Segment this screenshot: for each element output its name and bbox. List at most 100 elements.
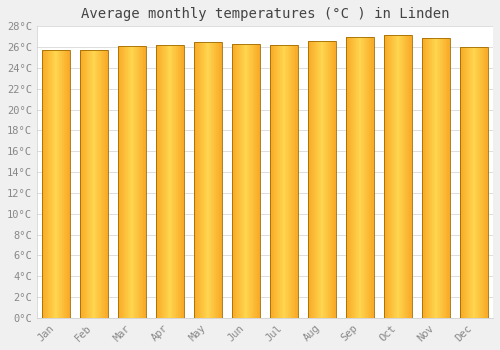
Bar xyxy=(411,35,412,318)
Bar xyxy=(385,35,386,318)
Bar xyxy=(335,41,336,318)
Bar xyxy=(292,45,293,318)
Bar xyxy=(424,38,426,318)
Bar xyxy=(486,47,487,318)
Bar xyxy=(64,50,65,318)
Bar xyxy=(94,50,96,318)
Bar xyxy=(172,45,174,318)
Bar xyxy=(296,45,297,318)
Bar xyxy=(60,50,61,318)
Bar xyxy=(103,50,104,318)
Bar xyxy=(105,50,106,318)
Bar xyxy=(367,37,368,318)
Bar xyxy=(464,47,465,318)
Bar xyxy=(81,50,82,318)
Bar xyxy=(245,44,246,318)
Bar xyxy=(460,47,461,318)
Bar xyxy=(93,50,94,318)
Bar xyxy=(365,37,366,318)
Bar xyxy=(356,37,357,318)
Bar xyxy=(137,46,138,318)
Bar xyxy=(202,42,203,318)
Bar xyxy=(156,45,184,318)
Bar xyxy=(426,38,427,318)
Bar xyxy=(80,50,81,318)
Bar xyxy=(357,37,358,318)
Bar xyxy=(330,41,331,318)
Bar xyxy=(449,38,450,318)
Bar xyxy=(366,37,367,318)
Bar xyxy=(364,37,365,318)
Bar xyxy=(484,47,486,318)
Bar xyxy=(324,41,325,318)
Bar xyxy=(274,45,276,318)
Bar xyxy=(249,44,250,318)
Bar xyxy=(279,45,280,318)
Bar xyxy=(214,42,215,318)
Bar xyxy=(318,41,319,318)
Bar xyxy=(360,37,362,318)
Bar xyxy=(487,47,488,318)
Bar xyxy=(234,44,235,318)
Bar xyxy=(159,45,160,318)
Bar xyxy=(287,45,288,318)
Bar xyxy=(82,50,83,318)
Bar xyxy=(131,46,132,318)
Bar xyxy=(211,42,212,318)
Bar xyxy=(66,50,67,318)
Bar xyxy=(432,38,433,318)
Bar xyxy=(126,46,127,318)
Bar xyxy=(253,44,254,318)
Bar xyxy=(442,38,443,318)
Bar xyxy=(101,50,102,318)
Bar xyxy=(390,35,391,318)
Bar xyxy=(310,41,312,318)
Bar xyxy=(244,44,245,318)
Bar xyxy=(119,46,120,318)
Bar xyxy=(271,45,272,318)
Bar xyxy=(431,38,432,318)
Bar xyxy=(120,46,121,318)
Bar xyxy=(471,47,472,318)
Bar xyxy=(286,45,287,318)
Bar xyxy=(51,50,52,318)
Bar xyxy=(314,41,315,318)
Bar xyxy=(254,44,255,318)
Bar xyxy=(290,45,291,318)
Bar xyxy=(440,38,441,318)
Bar xyxy=(236,44,238,318)
Bar xyxy=(288,45,289,318)
Bar xyxy=(350,37,352,318)
Bar xyxy=(462,47,464,318)
Bar xyxy=(248,44,249,318)
Bar xyxy=(45,50,46,318)
Bar xyxy=(204,42,205,318)
Bar xyxy=(422,38,423,318)
Bar xyxy=(434,38,436,318)
Bar xyxy=(252,44,253,318)
Bar xyxy=(372,37,373,318)
Bar xyxy=(218,42,220,318)
Bar xyxy=(276,45,277,318)
Bar xyxy=(478,47,479,318)
Bar xyxy=(354,37,355,318)
Bar xyxy=(386,35,388,318)
Bar xyxy=(321,41,322,318)
Bar xyxy=(158,45,159,318)
Bar xyxy=(391,35,392,318)
Bar xyxy=(106,50,108,318)
Bar xyxy=(55,50,56,318)
Bar xyxy=(86,50,88,318)
Bar xyxy=(346,37,374,318)
Bar xyxy=(170,45,172,318)
Bar xyxy=(355,37,356,318)
Bar xyxy=(441,38,442,318)
Bar xyxy=(404,35,405,318)
Bar xyxy=(393,35,394,318)
Bar xyxy=(243,44,244,318)
Bar xyxy=(373,37,374,318)
Bar xyxy=(256,44,258,318)
Bar xyxy=(294,45,296,318)
Bar xyxy=(394,35,395,318)
Bar xyxy=(232,44,260,318)
